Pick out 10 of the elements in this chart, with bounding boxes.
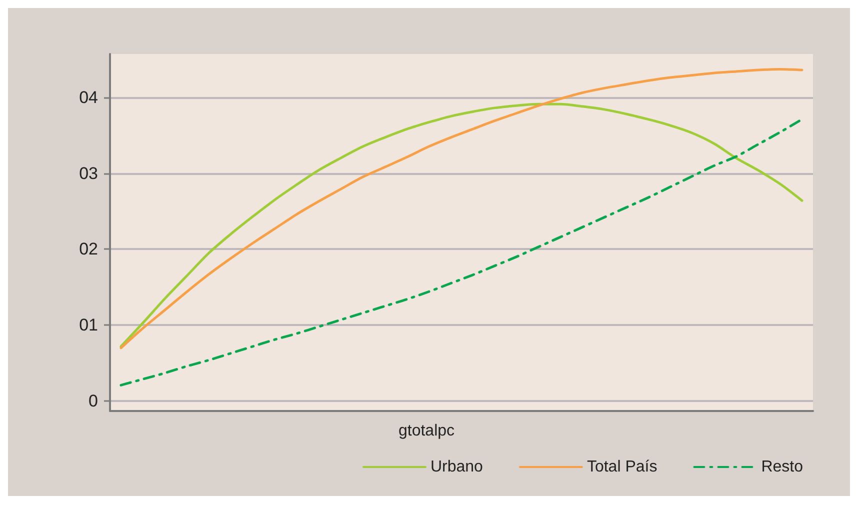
y-tick-label: 04 xyxy=(79,88,98,107)
y-tick-label: 01 xyxy=(79,316,98,335)
y-tick-label: 0 xyxy=(88,392,98,411)
line-series xyxy=(120,118,804,386)
x-axis-title: gtotalpc xyxy=(398,422,455,440)
y-tick-label: 02 xyxy=(79,240,98,259)
legend-label: Urbano xyxy=(430,458,484,476)
legend-label: Resto xyxy=(761,458,804,476)
legend-label: Total País xyxy=(586,458,658,476)
y-tick-label: 03 xyxy=(79,164,98,183)
